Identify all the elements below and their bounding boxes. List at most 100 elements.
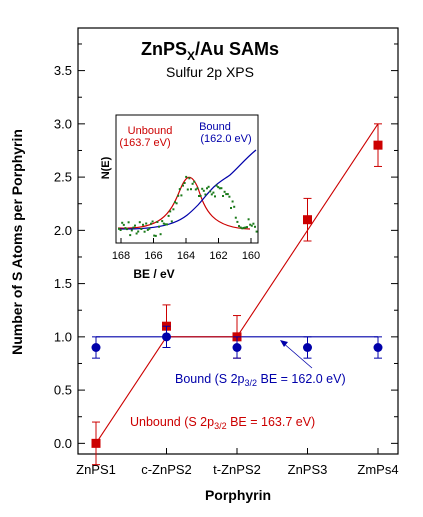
inset-data-dot (193, 180, 196, 183)
inset-data-dot (255, 230, 258, 233)
inset-data-dot (154, 234, 157, 237)
inset-spectrum: 168 166 164 162 160 N(E) BE / eV Unbound (16… (100, 114, 260, 281)
y-tick-label: 2.0 (54, 223, 72, 238)
y-tick-label: 0.0 (54, 436, 72, 451)
x-axis-label: Porphyrin (205, 487, 271, 503)
inset-data-dot (191, 182, 194, 185)
inset-x-tick-label: 164 (177, 250, 195, 262)
inset-data-dot (206, 187, 208, 190)
data-marks (91, 123, 383, 466)
inset-data-dot (121, 221, 124, 224)
bound-point (303, 343, 312, 352)
inset-data-dot (234, 216, 237, 219)
inset-data-dot (130, 229, 133, 232)
inset-data-dot (159, 233, 162, 236)
y-tick-label: 3.5 (54, 63, 72, 78)
y-axis-label: Number of S Atoms per Porphyrin (9, 129, 25, 355)
inset-data-dot (204, 193, 207, 196)
inset-data-dot (175, 202, 178, 205)
bound-annotation: Bound (S 2p3/2 BE = 162.0 eV) (175, 340, 346, 388)
inset-data-dot (119, 229, 122, 231)
inset-data-dot (126, 228, 128, 231)
inset-data-dot (145, 222, 148, 225)
inset-data-dot (146, 228, 149, 231)
x-tick-label: ZmPs4 (357, 462, 398, 477)
inset-data-dot (137, 230, 140, 233)
inset-y-label: N(E) (100, 156, 112, 179)
inset-data-dot (194, 188, 197, 191)
inset-data-dot (167, 214, 170, 217)
inset-data-dot (252, 222, 255, 225)
inset-data-dot (183, 182, 186, 184)
inset-data-dot (239, 226, 242, 229)
inset-data-dot (118, 227, 120, 230)
inset-data-dot (223, 190, 226, 193)
x-tick-label: t-ZnPS2 (213, 462, 261, 477)
inset-data-dot (180, 194, 183, 197)
chart-subtitle: Sulfur 2p XPS (166, 64, 254, 80)
inset-data-dot (217, 186, 220, 189)
unbound-point (373, 140, 383, 150)
unbound-point (91, 438, 101, 448)
inset-data-dot (246, 226, 248, 229)
inset-data-dot (220, 187, 223, 190)
y-tick-label: 3.0 (54, 116, 72, 131)
inset-data-dot (161, 220, 164, 223)
inset-data-dot (198, 195, 200, 197)
inset-data-dot (169, 210, 172, 213)
y-tick-label: 1.5 (54, 276, 72, 291)
inset-data-dot (250, 224, 253, 227)
x-tick-label: ZnPS3 (288, 462, 328, 477)
inset-data-dot (231, 200, 234, 203)
inset-data-dot (124, 227, 127, 230)
inset-data-dot (138, 221, 141, 224)
inset-data-dot (199, 194, 202, 197)
inset-unbound-be: (163.7 eV) (119, 137, 170, 149)
unbound-point (303, 215, 312, 225)
inset-x-tick-label: 162 (209, 250, 227, 262)
inset-data-dot (134, 224, 136, 227)
y-tick-label: 0.5 (54, 383, 72, 398)
inset-data-dot (241, 227, 244, 230)
inset-data-dot (158, 225, 160, 228)
inset-data-dot (254, 225, 256, 228)
inset-bound-be: (162.0 eV) (200, 133, 251, 145)
unbound-annotation-text: Unbound (S 2p3/2 BE = 163.7 eV) (130, 415, 315, 431)
inset-data-dot (140, 228, 143, 230)
inset-data-dot (127, 221, 130, 224)
inset-data-dot (201, 187, 204, 190)
inset-bound-label: Bound (199, 121, 231, 133)
inset-x-ticks: 168 166 164 162 160 (112, 238, 260, 262)
inset-data-dot (249, 223, 252, 226)
inset-data-dot (151, 220, 154, 223)
inset-data-dot (182, 184, 184, 187)
inset-data-dot (186, 188, 189, 191)
inset-data-dot (148, 227, 151, 230)
inset-data-dot (153, 234, 156, 237)
inset-data-dot (164, 223, 167, 226)
y-axis: 0.0 0.5 1.0 1.5 2.0 2.5 3.0 3.5 (54, 43, 398, 451)
x-tick-label: c-ZnPS2 (141, 462, 192, 477)
inset-data-dot (228, 195, 231, 198)
inset-data-dot (177, 194, 180, 197)
inset-data-dot (244, 226, 247, 229)
inset-data-dot (196, 187, 199, 190)
inset-data-dot (178, 188, 181, 191)
plot-frame (77, 27, 399, 455)
inset-raw-data (118, 175, 258, 237)
y-tick-label: 1.0 (54, 329, 72, 344)
inset-data-dot (215, 184, 218, 187)
inset-data-dot (188, 177, 191, 180)
bound-point (232, 343, 242, 352)
inset-x-tick-label: 166 (144, 250, 162, 262)
inset-data-dot (142, 223, 144, 226)
inset-data-dot (212, 191, 215, 194)
inset-data-dot (172, 208, 175, 211)
bound-point (162, 332, 171, 342)
inset-data-dot (209, 190, 212, 193)
inset-data-dot (225, 193, 228, 196)
inset-data-dot (238, 225, 240, 228)
inset-data-dot (162, 222, 165, 225)
inset-data-dot (207, 185, 210, 188)
bound-annotation-text: Bound (S 2p3/2 BE = 162.0 eV) (175, 372, 346, 388)
